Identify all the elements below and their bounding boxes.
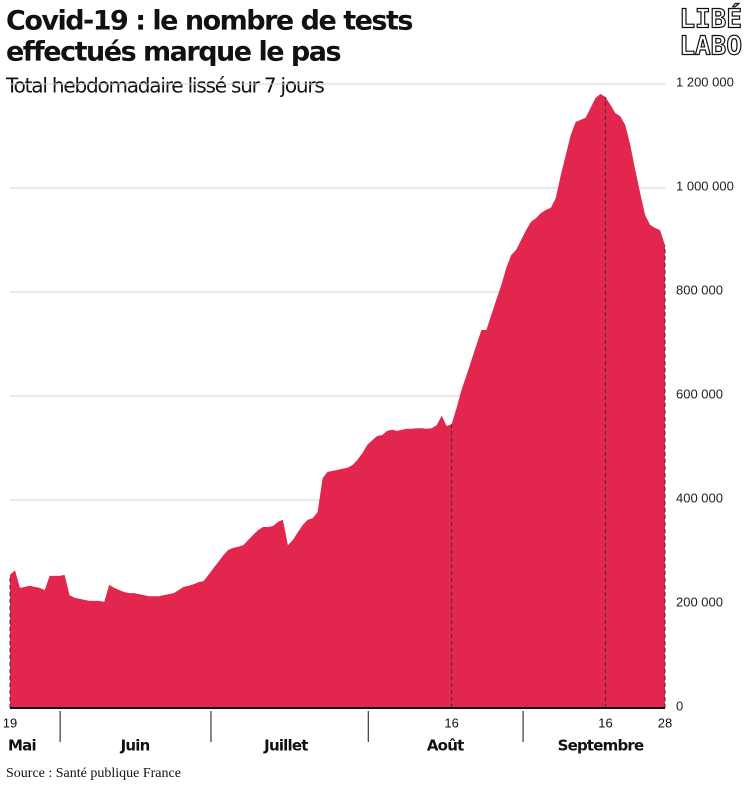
month-label: Mai bbox=[8, 737, 36, 755]
x-tick-label: 16 bbox=[598, 715, 612, 730]
chart-title: Covid-19 : le nombre de tests bbox=[6, 6, 412, 37]
x-tick-label: 16 bbox=[444, 715, 458, 730]
y-tick-label: 800 000 bbox=[676, 282, 723, 297]
y-tick-label: 200 000 bbox=[676, 594, 723, 609]
month-label: Juin bbox=[120, 737, 150, 755]
area bbox=[10, 93, 665, 708]
y-tick-label: 1 200 000 bbox=[676, 74, 734, 89]
month-label: Septembre bbox=[558, 737, 644, 755]
x-tick-label: 28 bbox=[658, 715, 672, 730]
logo: LIBÉ bbox=[679, 3, 742, 35]
source: Source : Santé publique France bbox=[6, 766, 181, 781]
chart-subtitle: Total hebdomadaire lissé sur 7 jours bbox=[5, 74, 324, 98]
month-label: Août bbox=[427, 737, 464, 755]
y-tick-label: 0 bbox=[676, 698, 683, 713]
y-tick-label: 400 000 bbox=[676, 490, 723, 505]
y-tick-label: 1 000 000 bbox=[676, 178, 734, 193]
chart-title: effectués marque le pas bbox=[6, 37, 340, 68]
month-label: Juillet bbox=[263, 737, 308, 755]
logo: LABO bbox=[679, 32, 742, 62]
x-tick-label: 19 bbox=[3, 715, 17, 730]
y-tick-label: 600 000 bbox=[676, 386, 723, 401]
